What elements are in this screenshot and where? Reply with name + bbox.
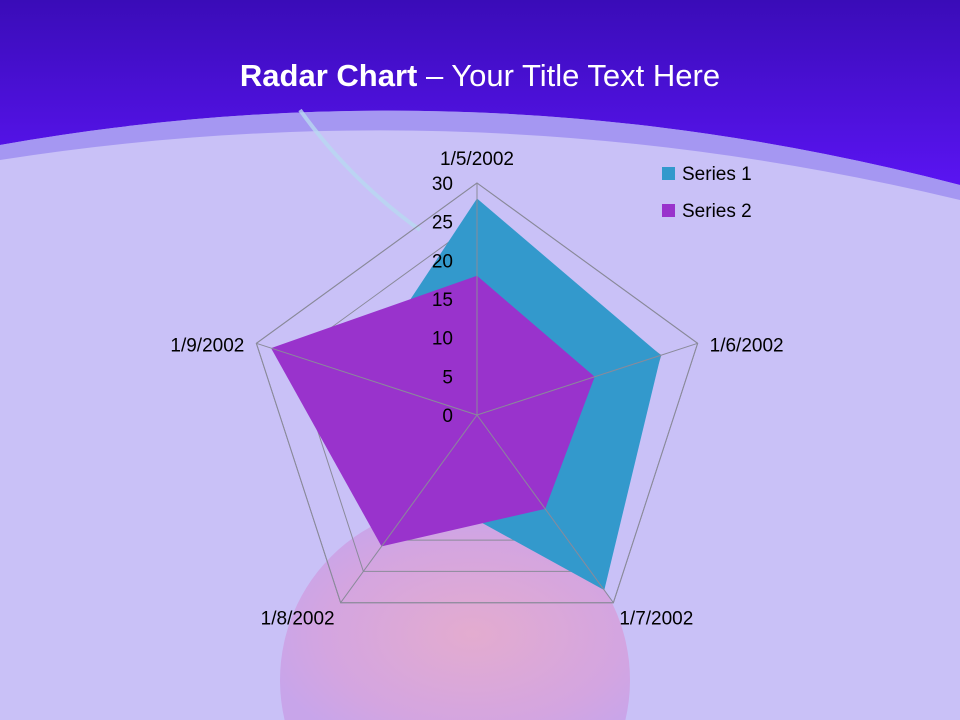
category-label: 1/6/2002	[710, 335, 784, 356]
tick-label: 10	[432, 329, 453, 350]
tick-label: 5	[442, 367, 453, 388]
series-areas	[271, 198, 661, 591]
legend-swatch-series-2	[662, 204, 675, 217]
category-labels: 1/5/2002 1/6/2002 1/7/2002 1/8/2002 1/9/2002	[170, 149, 783, 630]
planet-decoration	[280, 505, 630, 720]
slide-title: Radar Chart – Your Title Text Here	[0, 58, 960, 94]
tick-label: 20	[432, 251, 453, 272]
outer-ring	[255, 182, 699, 604]
spoke-4	[256, 342, 478, 416]
header-band	[0, 0, 960, 185]
header-arc	[0, 110, 960, 200]
tick-label: 30	[432, 174, 453, 195]
category-label: 1/8/2002	[261, 609, 335, 630]
tick-label: 15	[432, 290, 453, 311]
title-rest: – Your Title Text Here	[417, 58, 721, 93]
series-2-area	[271, 275, 595, 547]
tick-label: 0	[442, 406, 453, 427]
spoke-2	[476, 414, 614, 603]
legend-label-series-1: Series 1	[682, 164, 752, 185]
spoke-3	[340, 414, 478, 603]
category-label: 1/7/2002	[619, 609, 693, 630]
streak-decoration	[298, 108, 422, 232]
legend-label-series-2: Series 2	[682, 201, 752, 222]
tick-label: 25	[432, 213, 453, 234]
spokes	[255, 182, 699, 604]
legend-swatch-series-1	[662, 167, 675, 180]
tick-labels: 0 5 10 15 20 25 30	[432, 174, 453, 427]
title-bold: Radar Chart	[239, 58, 418, 93]
category-label: 1/9/2002	[170, 335, 244, 356]
category-label: 1/5/2002	[440, 149, 514, 170]
legend: Series 1 Series 2	[662, 164, 752, 222]
spoke-1	[476, 342, 698, 416]
